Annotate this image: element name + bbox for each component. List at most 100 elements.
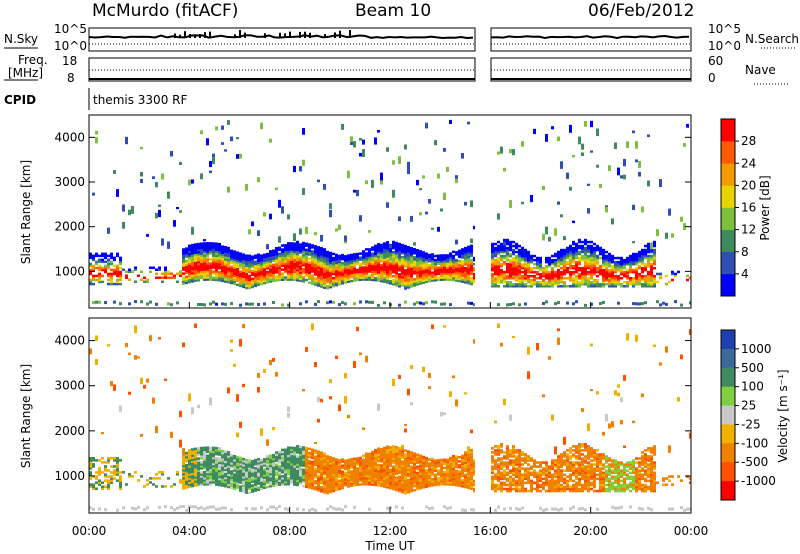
rti-cell: [272, 478, 275, 481]
rti-cell: [515, 264, 518, 268]
rti-cell: [647, 283, 650, 286]
rti-cell: [587, 258, 590, 262]
rti-cell: [248, 260, 251, 264]
rti-cell: [515, 242, 518, 246]
rti-cell: [278, 268, 281, 272]
rti-cell: [197, 246, 200, 250]
rti-cell: [455, 253, 458, 256]
rti-cell: [500, 258, 503, 262]
rti-cell: [167, 276, 170, 280]
rti-cell: [410, 249, 413, 252]
rti-cell: [374, 461, 377, 464]
rti-cell: [203, 454, 206, 458]
rti-cell: [308, 508, 311, 512]
rti-cell: [428, 462, 431, 465]
rti-cell: [365, 470, 368, 474]
rti-cell: [305, 254, 308, 258]
rti-cell: [206, 138, 209, 146]
rti-cell: [308, 277, 311, 281]
rti-cell: [377, 457, 380, 461]
rti-cell: [410, 483, 413, 487]
rti-cell: [500, 277, 503, 280]
rti-cell: [104, 479, 107, 482]
rti-cell: [473, 262, 476, 266]
rti-cell: [632, 130, 635, 134]
rti-cell: [191, 249, 194, 253]
rti-cell: [446, 264, 449, 267]
rti-cell: [377, 469, 380, 473]
rti-cell: [263, 470, 266, 473]
rti-cell: [584, 248, 587, 252]
rti-cell: [257, 263, 260, 267]
rti-cell: [182, 454, 185, 458]
rti-cell: [206, 250, 209, 253]
rti-cell: [551, 272, 554, 276]
rti-cell: [455, 263, 458, 266]
rti-cell: [302, 249, 305, 253]
rti-cell: [317, 476, 320, 480]
rti-cell: [383, 469, 386, 472]
rti-cell: [392, 475, 395, 479]
rti-cell: [101, 268, 104, 272]
rti-cell: [593, 283, 596, 286]
date-title: 06/Feb/2012: [588, 1, 694, 21]
rti-cell: [191, 472, 194, 476]
rti-cell: [677, 270, 680, 274]
rti-cell: [464, 457, 467, 460]
rti-cell: [431, 463, 434, 467]
rti-cell: [362, 479, 365, 482]
rti-cell: [314, 479, 317, 483]
rti-cell: [278, 199, 281, 208]
rti-cell: [467, 281, 470, 285]
rti-cell: [374, 250, 377, 254]
rti-cell: [323, 274, 326, 277]
rti-cell: [404, 257, 407, 260]
rti-cell: [380, 454, 383, 457]
rti-cell: [362, 252, 365, 255]
rti-cell: [461, 276, 464, 279]
rti-cell: [557, 301, 560, 305]
rti-cell: [188, 451, 191, 454]
rti-cell: [506, 283, 509, 286]
rti-cell: [272, 484, 275, 487]
rti-cell: [263, 480, 266, 483]
rti-cell: [359, 479, 362, 482]
rti-cell: [584, 277, 587, 280]
rti-cell: [653, 242, 656, 246]
rti-cell: [101, 280, 104, 284]
rti-cell: [284, 450, 287, 454]
rti-cell: [554, 277, 557, 280]
rti-cell: [260, 272, 263, 276]
rti-cell: [350, 470, 353, 473]
rti-cell: [509, 258, 512, 262]
rti-cell: [98, 260, 101, 264]
rti-cell: [302, 262, 305, 265]
rti-cell: [578, 260, 581, 264]
rti-cell: [326, 266, 329, 270]
rti-cell: [320, 247, 323, 250]
rti-cell: [416, 269, 419, 272]
rti-cell: [299, 451, 302, 455]
rti-cell: [377, 451, 380, 455]
rti-cell: [419, 264, 422, 267]
rti-cell: [260, 280, 263, 284]
rti-cell: [209, 278, 212, 281]
rti-cell: [368, 268, 371, 271]
rti-cell: [320, 475, 323, 479]
rti-cell: [287, 278, 290, 281]
rti-cell: [440, 276, 443, 279]
rti-cell: [278, 248, 281, 252]
rti-cell: [398, 457, 401, 460]
rti-cell: [557, 268, 560, 272]
rti-cell: [239, 270, 242, 274]
rti-cell: [506, 248, 509, 252]
rti-cell: [113, 170, 116, 174]
rti-cell: [302, 476, 305, 480]
rti-cell: [278, 266, 281, 270]
rti-cell: [260, 477, 263, 480]
rti-cell: [551, 279, 554, 282]
rti-cell: [392, 283, 395, 286]
rti-cell: [500, 250, 503, 254]
rti-cell: [191, 482, 194, 486]
